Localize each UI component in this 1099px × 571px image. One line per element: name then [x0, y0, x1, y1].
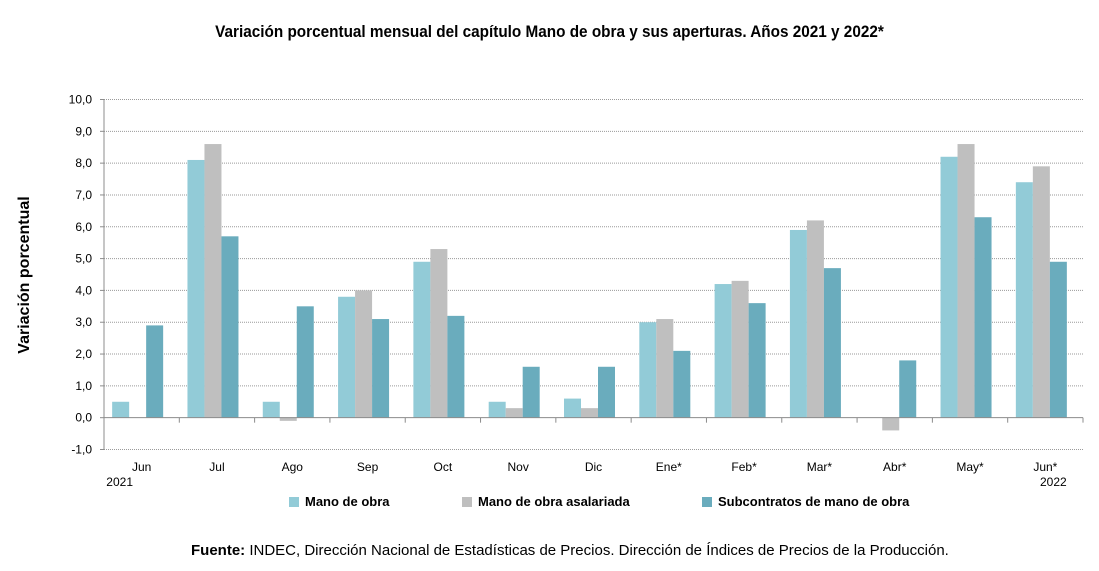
bar: [731, 280, 749, 418]
x-tick-label: Dic: [585, 460, 602, 474]
y-tick-label: 7,0: [75, 188, 92, 202]
x-tick-label: Jun*: [1033, 460, 1057, 474]
bar: [1032, 166, 1050, 418]
bar: [413, 261, 431, 418]
bar: [112, 401, 130, 418]
bar: [430, 249, 448, 418]
bar: [505, 408, 523, 418]
x-tick-label: Mar*: [807, 460, 833, 474]
year-label-first: 2021: [106, 475, 133, 489]
year-label-last: 2022: [1040, 475, 1067, 489]
bar: [488, 401, 506, 418]
legend-label: Subcontratos de mano de obra: [718, 494, 910, 509]
x-tick-label: Nov: [508, 460, 529, 474]
bar: [187, 159, 205, 418]
bar: [656, 319, 674, 418]
x-tick-label: Jun: [132, 460, 151, 474]
x-tick-label: May*: [956, 460, 984, 474]
bar: [673, 350, 691, 418]
bar: [974, 217, 992, 418]
x-tick-label: Sep: [357, 460, 379, 474]
bar: [598, 366, 615, 418]
bar: [522, 366, 540, 418]
legend-label: Mano de obra: [305, 494, 390, 509]
y-tick-label: 4,0: [75, 283, 92, 297]
bar: [564, 398, 581, 418]
bar: [447, 315, 465, 418]
bar: [262, 401, 280, 418]
y-tick-label: 9,0: [75, 124, 92, 138]
legend-swatch: [702, 496, 712, 507]
bar: [221, 236, 239, 418]
bar: [279, 417, 297, 421]
x-tick-label: Oct: [434, 460, 453, 474]
bar: [296, 306, 314, 418]
x-tick-label: Jul: [209, 460, 224, 474]
bar: [957, 144, 975, 418]
x-tick-label: Ago: [282, 460, 304, 474]
chart-title: Variación porcentual mensual del capítul…: [215, 22, 884, 41]
bar: [899, 360, 917, 418]
bar: [639, 322, 657, 418]
x-tick-label: Abr*: [883, 460, 907, 474]
chart-plot: 10,0 9,0 8,0 7,0 6,0 5,0 4,0 3,0 2,0 1,0 0,0 -1,0 Ju…: [69, 93, 1084, 489]
bar: [882, 417, 900, 431]
legend-swatch: [289, 496, 299, 507]
bar: [146, 325, 164, 418]
x-tick-label: Feb*: [731, 460, 757, 474]
bar: [338, 296, 356, 418]
bar: [581, 408, 598, 418]
y-tick-label: 5,0: [75, 252, 92, 266]
legend-item-subcontratos: Subcontratos de mano de obra: [702, 494, 909, 509]
y-tick-label: 3,0: [75, 315, 92, 329]
bar: [823, 268, 841, 418]
bar: [806, 220, 824, 418]
bar: [940, 156, 958, 418]
y-tick-label: 6,0: [75, 220, 92, 234]
bar: [355, 290, 373, 418]
bar: [748, 303, 766, 418]
bar: [204, 144, 222, 418]
bar: [372, 319, 390, 418]
bar: [1049, 261, 1067, 418]
y-tick-label: 10,0: [69, 93, 93, 107]
source-note: Fuente: INDEC, Dirección Nacional de Est…: [191, 542, 949, 559]
x-tick-label: Ene*: [656, 460, 682, 474]
y-tick-label: 1,0: [75, 379, 92, 393]
legend-item-mano-de-obra-asalariada: Mano de obra asalariada: [462, 494, 630, 509]
y-tick-label: -1,0: [71, 443, 92, 457]
legend-item-mano-de-obra: Mano de obra: [289, 494, 390, 509]
bar: [1015, 182, 1033, 418]
y-tick-label: 0,0: [75, 411, 92, 425]
y-tick-label: 2,0: [75, 347, 92, 361]
legend-label: Mano de obra asalariada: [478, 494, 630, 509]
bar: [789, 229, 807, 418]
legend-swatch: [462, 496, 472, 507]
source-text: INDEC, Dirección Nacional de Estadística…: [245, 542, 949, 559]
bar: [714, 284, 732, 418]
y-tick-label: 8,0: [75, 156, 92, 170]
source-label: Fuente:: [191, 542, 246, 559]
